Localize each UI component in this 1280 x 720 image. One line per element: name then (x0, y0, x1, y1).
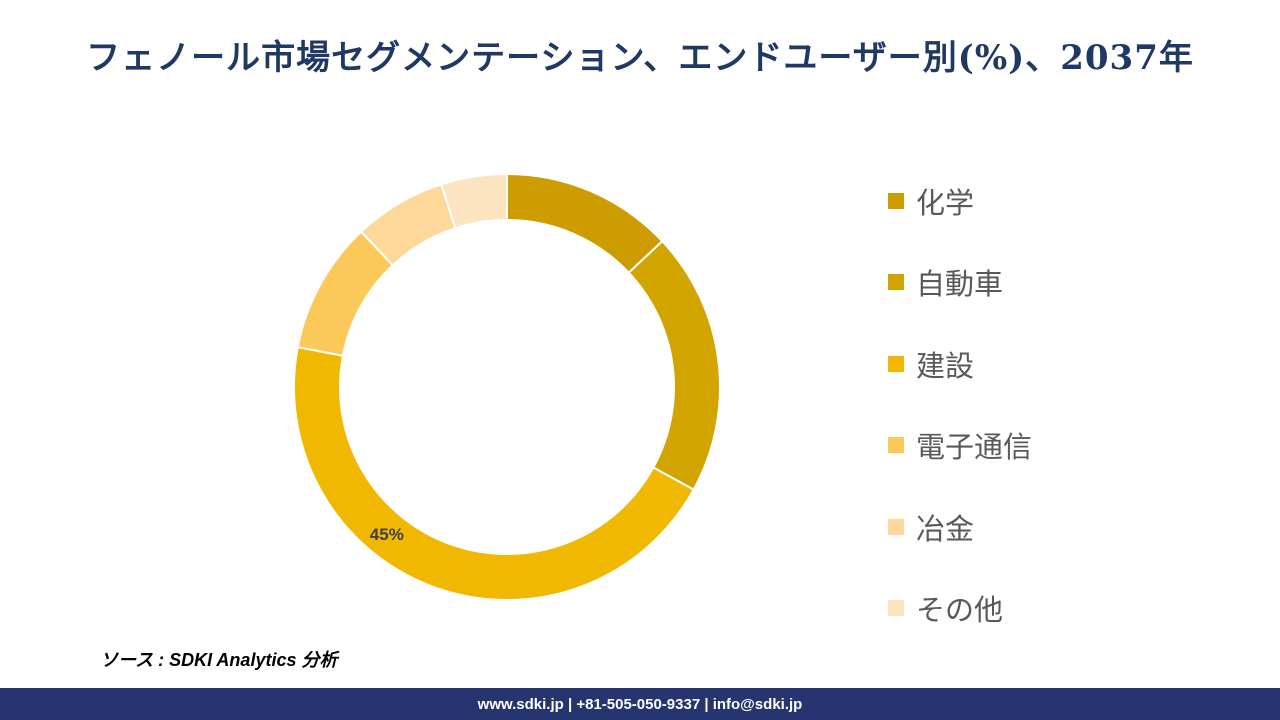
legend-swatch (888, 192, 904, 209)
legend-item: その他 (888, 568, 1248, 650)
donut-slice-2 (627, 239, 721, 491)
legend-item: 建設 (888, 323, 1248, 405)
legend-label: その他 (916, 593, 1004, 628)
footer-bar: www.sdki.jp | +81-505-050-9337 | info@sd… (0, 688, 1280, 720)
donut-slice-3 (293, 345, 696, 601)
donut-slice-6 (439, 172, 508, 230)
legend-swatch (888, 437, 904, 454)
chart-title: フェノール市場セグメンテーション、エンドユーザー別(%)、2037年 (86, 38, 1194, 78)
legend-label: 化学 (916, 185, 975, 220)
legend-swatch (888, 274, 904, 291)
data-label: 45% (370, 525, 404, 544)
legend-label: 建設 (916, 348, 975, 383)
legend-swatch (888, 600, 904, 617)
legend-label: 電子通信 (916, 430, 1033, 465)
footer-contact: www.sdki.jp | +81-505-050-9337 | info@sd… (477, 695, 803, 713)
donut-slice-1 (506, 172, 664, 275)
legend-label: 自動車 (916, 267, 1004, 302)
legend-item: 化学 (888, 160, 1248, 242)
legend-swatch (888, 518, 904, 535)
legend-item: 自動車 (888, 242, 1248, 324)
source-note: ソース : SDKI Analytics 分析 (100, 650, 338, 670)
legend-item: 冶金 (888, 486, 1248, 568)
legend-label: 冶金 (916, 511, 975, 546)
chart-legend: 化学自動車建設電子通信冶金その他 (888, 160, 1248, 649)
legend-item: 電子通信 (888, 405, 1248, 487)
legend-swatch (888, 355, 904, 372)
